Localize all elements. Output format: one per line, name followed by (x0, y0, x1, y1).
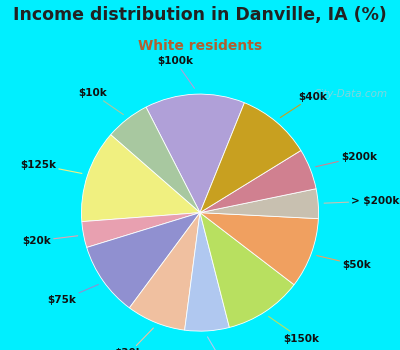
Wedge shape (87, 212, 200, 308)
Wedge shape (185, 212, 230, 331)
Text: $10k: $10k (78, 88, 123, 114)
Text: White residents: White residents (138, 39, 262, 53)
Wedge shape (146, 94, 244, 212)
Text: $200k: $200k (316, 152, 377, 167)
Text: $20k: $20k (22, 236, 78, 246)
Text: $150k: $150k (269, 316, 320, 344)
Wedge shape (111, 107, 200, 212)
Text: $30k: $30k (114, 328, 153, 350)
Wedge shape (200, 103, 301, 212)
Text: City-Data.com: City-Data.com (314, 89, 388, 99)
Wedge shape (130, 212, 200, 330)
Text: $100k: $100k (157, 56, 194, 88)
Wedge shape (200, 189, 318, 219)
Text: $50k: $50k (317, 256, 371, 270)
Text: $125k: $125k (20, 160, 82, 173)
Text: Income distribution in Danville, IA (%): Income distribution in Danville, IA (%) (13, 6, 387, 24)
Wedge shape (82, 135, 200, 222)
Text: $40k: $40k (280, 92, 327, 118)
Wedge shape (82, 212, 200, 247)
Text: $60k: $60k (208, 337, 238, 350)
Wedge shape (200, 150, 316, 212)
Wedge shape (200, 212, 294, 328)
Text: $75k: $75k (47, 285, 98, 305)
Text: > $200k: > $200k (324, 196, 400, 206)
Wedge shape (200, 212, 318, 285)
